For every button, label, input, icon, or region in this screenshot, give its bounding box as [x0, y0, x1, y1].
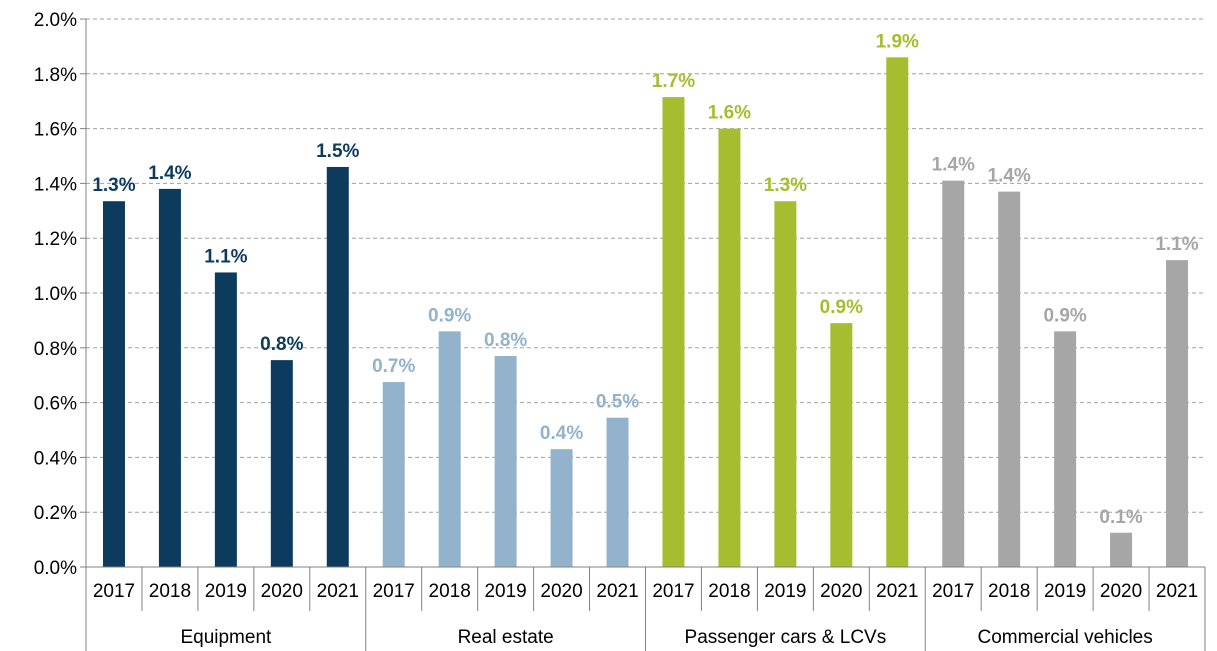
bar [438, 331, 461, 567]
bars [102, 57, 1189, 568]
x-tick-label: 2019 [764, 581, 806, 602]
data-label: 1.6% [708, 103, 751, 124]
bar [382, 382, 405, 567]
y-tick-label: 0.2% [34, 503, 77, 524]
y-tick-label: 0.8% [34, 339, 77, 360]
data-labels: 1.3% 1.4% 1.1% 0.8% 1.5% 0.7% 0.9% 0.8% 0.4% 0.5%… [92, 31, 1198, 527]
bar [774, 201, 797, 567]
x-tick-label: 2018 [988, 581, 1030, 602]
x-tick-label: 2020 [540, 581, 582, 602]
group-label: Commercial vehicles [977, 627, 1152, 648]
data-label: 0.5% [596, 392, 639, 413]
bar [998, 191, 1021, 567]
bar [270, 360, 293, 567]
bar [326, 166, 349, 567]
x-tick-label: 2017 [373, 581, 415, 602]
x-tick-label: 2018 [708, 581, 750, 602]
x-axis: 2017 2018 2019 2020 2021 2017 2018 2019 2020 2021… [85, 566, 1206, 651]
y-tick-label: 2.0% [34, 10, 77, 31]
bar [494, 356, 517, 567]
y-tick-label: 0.4% [34, 448, 77, 469]
x-tick-label: 2019 [205, 581, 247, 602]
bar [662, 97, 685, 567]
bar [1166, 260, 1189, 567]
data-label: 1.4% [148, 163, 191, 184]
bar [102, 201, 125, 567]
x-tick-label: 2020 [1100, 581, 1142, 602]
x-tick-label: 2017 [932, 581, 974, 602]
y-tick-label: 1.0% [34, 284, 77, 305]
data-label: 0.4% [540, 423, 583, 444]
x-tick-label: 2021 [876, 581, 918, 602]
data-label: 1.4% [932, 155, 975, 176]
y-tick-label: 0.0% [34, 558, 77, 579]
y-tick-label: 0.6% [34, 394, 77, 415]
y-tick-label: 1.2% [34, 229, 77, 250]
x-tick-label: 2018 [149, 581, 191, 602]
x-tick-label: 2019 [484, 581, 526, 602]
group-label: Equipment [180, 627, 272, 648]
x-tick-label: 2021 [317, 581, 359, 602]
data-label: 1.3% [764, 175, 807, 196]
gridlines [86, 18, 1205, 513]
data-label: 1.1% [204, 246, 247, 267]
x-tick-label: 2017 [652, 581, 694, 602]
data-label: 1.4% [988, 166, 1031, 187]
data-label: 0.1% [1099, 507, 1142, 528]
x-tick-label: 2018 [429, 581, 471, 602]
data-label: 0.9% [820, 297, 863, 318]
data-label: 0.9% [1043, 305, 1086, 326]
bar [550, 449, 573, 567]
bar [1110, 532, 1133, 567]
data-label: 1.3% [92, 175, 135, 196]
bar [214, 272, 237, 567]
data-label: 0.9% [428, 305, 471, 326]
data-label: 1.9% [876, 31, 919, 52]
x-tick-label: 2019 [1044, 581, 1086, 602]
y-tick-label: 1.6% [34, 120, 77, 141]
data-label: 1.7% [652, 71, 695, 92]
group-label: Real estate [458, 627, 554, 648]
bar [942, 180, 965, 567]
bar [1054, 331, 1077, 567]
y-axis: 0.0% 0.2% 0.4% 0.6% 0.8% 1.0% 1.2% 1.4% 1.6% 1.8%… [34, 10, 87, 579]
x-tick-label: 2021 [596, 581, 638, 602]
x-tick-label: 2017 [93, 581, 135, 602]
bar [830, 323, 853, 567]
data-label: 1.5% [316, 141, 359, 162]
data-label: 0.8% [484, 330, 527, 351]
data-label: 1.1% [1155, 234, 1198, 255]
data-label: 0.8% [260, 334, 303, 355]
data-label: 0.7% [372, 356, 415, 377]
bar [886, 57, 909, 568]
group-label: Passenger cars & LCVs [685, 627, 887, 648]
x-tick-label: 2020 [820, 581, 862, 602]
bar [718, 128, 741, 567]
x-tick-label: 2020 [261, 581, 303, 602]
x-tick-label: 2021 [1156, 581, 1198, 602]
bar [606, 417, 629, 567]
y-tick-label: 1.8% [34, 65, 77, 86]
y-tick-label: 1.4% [34, 174, 77, 195]
bar [158, 188, 181, 567]
